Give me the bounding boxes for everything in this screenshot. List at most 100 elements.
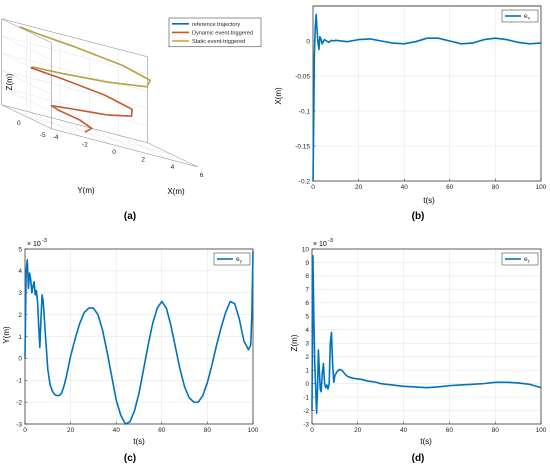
axis-line xyxy=(1,18,148,58)
grid-line xyxy=(1,35,148,75)
grid-line xyxy=(1,35,52,61)
x-tick-label: 6 xyxy=(200,172,204,179)
legend-label: ey xyxy=(236,256,243,264)
x-tick-label: 20 xyxy=(355,184,363,191)
series-line-e-z xyxy=(311,254,542,415)
d-ylabel: Z(m) xyxy=(290,334,299,351)
x-tick-label: 40 xyxy=(400,427,408,434)
x-tick-label: 0 xyxy=(23,427,27,434)
y-tick-label: -2 xyxy=(303,408,309,415)
a-ylabel: Y(m) xyxy=(77,186,95,195)
legend-label: ez xyxy=(524,256,531,264)
x-tick-label: 20 xyxy=(354,427,362,434)
y-tick-label: -0.1 xyxy=(299,108,311,115)
caption-a: (a) xyxy=(124,211,136,222)
y-tick-label: -0.15 xyxy=(295,143,310,150)
y-tick-label: -1 xyxy=(303,394,309,401)
c-ylabel: Y(m) xyxy=(2,326,11,344)
y-tick-label: 8 xyxy=(305,273,309,280)
x-tick-label: 0 xyxy=(310,427,314,434)
c-scale-label: × 10 xyxy=(27,241,41,248)
y-tick-label: 0 xyxy=(17,120,21,127)
x-tick-label: 40 xyxy=(113,427,121,434)
y-tick-label: 2 xyxy=(18,312,22,319)
grid-line xyxy=(26,116,173,156)
a-lines xyxy=(19,26,151,133)
x-tick-label: -2 xyxy=(82,141,88,148)
panel-c: 0 20 40 60 80 100 -3 -2 -1 0 1 2 3 4 5 ey t(s) Y(m) × 1… xyxy=(2,238,259,464)
x-tick-label: 60 xyxy=(158,427,166,434)
grid-line xyxy=(1,87,148,126)
b-ylabel: X(m) xyxy=(274,87,283,105)
b-plot: 0 20 40 60 80 100 -0.2 -0.15 -0.1 -0.05 0 ex xyxy=(295,5,547,191)
y-tick-label: 3 xyxy=(305,341,309,348)
y-tick-label: 0 xyxy=(305,381,309,388)
trajectory-dynamic-event-triggered xyxy=(30,66,133,133)
y-tick-label: 4 xyxy=(18,268,22,275)
axis-line xyxy=(1,104,52,130)
caption-d: (d) xyxy=(412,453,425,464)
axis-line xyxy=(1,18,52,44)
y-tick-label: 1 xyxy=(305,367,309,374)
y-tick-label: 7 xyxy=(305,287,309,294)
d-scale-label: × 10 xyxy=(313,241,327,248)
y-tick-label: -3 xyxy=(16,421,22,428)
series-line-e-y xyxy=(24,251,254,425)
x-tick-label: 0 xyxy=(311,184,315,191)
a-xlabel: X(m) xyxy=(167,187,185,196)
caption-b: (b) xyxy=(412,211,425,222)
x-tick-label: 80 xyxy=(492,184,500,191)
x-tick-label: 80 xyxy=(492,427,500,434)
grid-line xyxy=(1,52,52,78)
d-plot: 0 20 40 60 80 100 -3 -2 -1 0 1 2 3 4 5 6 7 8 9 10 ez xyxy=(302,246,547,434)
x-tick-label: -4 xyxy=(53,134,59,141)
y-tick-label: 2 xyxy=(305,354,309,361)
trajectory-static-event-triggered xyxy=(19,26,151,88)
axis-line xyxy=(147,142,198,168)
x-tick-label: 0 xyxy=(112,149,116,156)
b-xlabel: t(s) xyxy=(423,196,435,205)
y-tick-label: 3 xyxy=(18,290,22,297)
y-tick-label: 6 xyxy=(305,300,309,307)
panel-b: 0 20 40 60 80 100 -0.2 -0.15 -0.1 -0.05 0 ex t(s) X… xyxy=(274,5,547,222)
legend: ex xyxy=(501,9,539,23)
y-tick-label: 5 xyxy=(18,246,22,253)
y-tick-label: -2 xyxy=(16,399,22,406)
x-tick-label: 20 xyxy=(67,427,75,434)
x-tick-label: 40 xyxy=(401,184,409,191)
x-tick-label: 2 xyxy=(141,157,145,164)
legend: ez xyxy=(501,252,539,266)
series-line-e-x xyxy=(312,13,542,182)
c-plot: 0 20 40 60 80 100 -3 -2 -1 0 1 2 3 4 5 ey xyxy=(16,246,259,434)
y-tick-label: -0.2 xyxy=(299,178,311,185)
x-tick-label: 100 xyxy=(536,427,547,434)
plot-area xyxy=(311,248,542,425)
y-tick-label: 0 xyxy=(18,356,22,363)
grid-line xyxy=(1,52,148,92)
axis-line xyxy=(1,104,148,144)
d-xlabel: t(s) xyxy=(420,437,432,446)
y-tick-label: -1 xyxy=(16,378,22,385)
y-tick-label: 10 xyxy=(302,246,310,253)
legend-label: reference trajectory xyxy=(192,22,240,28)
c-xlabel: t(s) xyxy=(133,437,145,446)
x-tick-label: 100 xyxy=(248,427,259,434)
caption-c: (c) xyxy=(124,453,136,464)
x-tick-label: 4 xyxy=(171,164,175,171)
y-tick-label: 4 xyxy=(305,327,309,334)
y-tick-label: 5 xyxy=(305,314,309,321)
x-tick-label: 80 xyxy=(204,427,212,434)
plot-area xyxy=(312,5,542,182)
a-zlabel: Z(m) xyxy=(5,73,14,90)
y-tick-label: -0.05 xyxy=(295,73,310,80)
y-tick-label: 1 xyxy=(18,334,22,341)
panel-d: 0 20 40 60 80 100 -3 -2 -1 0 1 2 3 4 5 6 7 8 9 10 ez t(s) Z(… xyxy=(290,238,547,464)
x-tick-label: 60 xyxy=(446,427,454,434)
x-tick-label: 100 xyxy=(536,184,547,191)
a-legend: reference trajectory Dynamic event-trigge… xyxy=(168,17,262,48)
c-scale-exponent: -3 xyxy=(42,238,47,244)
d-scale-exponent: -3 xyxy=(328,238,333,244)
